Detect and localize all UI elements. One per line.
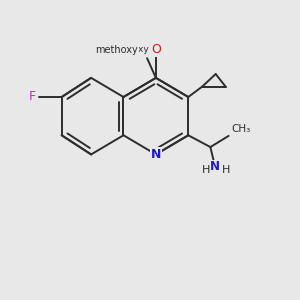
Text: CH₃: CH₃	[231, 124, 250, 134]
Text: H: H	[222, 165, 230, 175]
Text: N: N	[151, 148, 161, 161]
Text: O: O	[151, 44, 161, 56]
Text: N: N	[210, 160, 220, 173]
Text: methoxy: methoxy	[95, 45, 138, 55]
Text: F: F	[29, 91, 36, 103]
Text: H: H	[202, 165, 211, 175]
Text: methoxy: methoxy	[110, 45, 149, 54]
